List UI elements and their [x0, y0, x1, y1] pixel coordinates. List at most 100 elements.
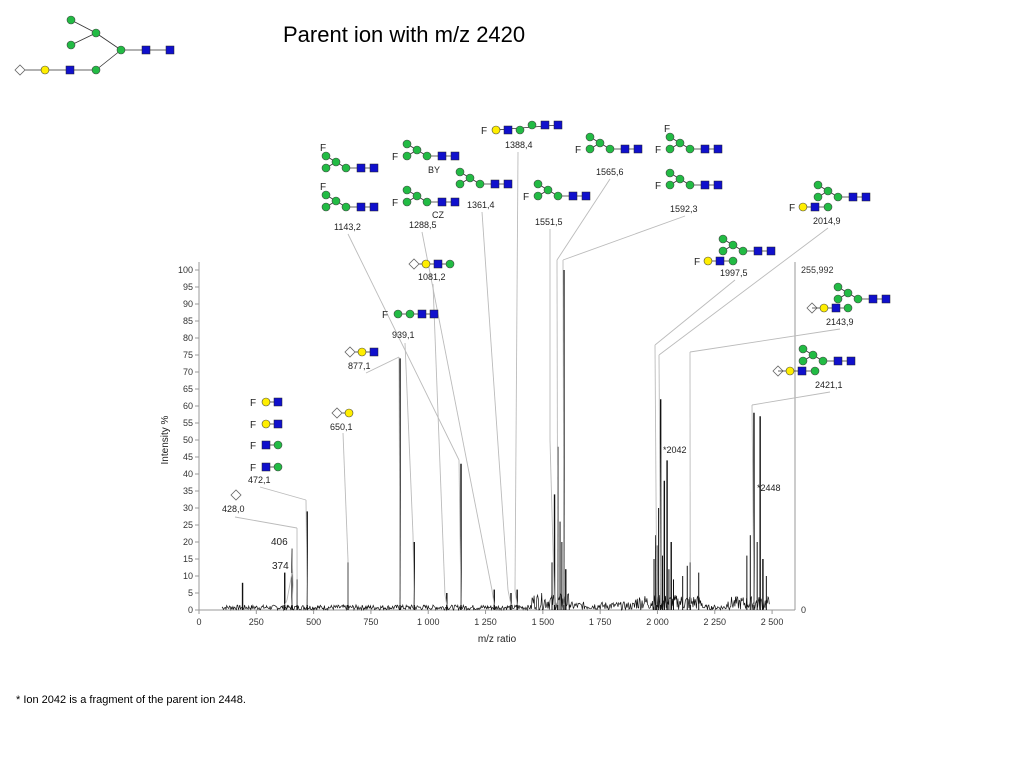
glcnac-icon [810, 202, 820, 212]
glcnac-icon [766, 246, 776, 256]
peak-label-2042: *2042 [663, 445, 687, 455]
sialic-acid-icon [344, 346, 356, 358]
peak-label-2014: 2014,9 [813, 216, 841, 226]
y-tick-label: 100 [178, 265, 193, 275]
peak-label-1361: 1361,4 [467, 200, 495, 210]
mannose-icon [66, 15, 76, 25]
mannose-icon [273, 440, 283, 450]
leader-line-877 [365, 356, 400, 374]
fragment-label-by: BY [428, 165, 440, 175]
glycan-bond [70, 19, 97, 34]
y-tick-label: 55 [183, 418, 193, 428]
glcnac-icon [450, 197, 460, 207]
glycan-cartoon: F [392, 139, 460, 163]
glcnac-icon [753, 246, 763, 256]
mannose-icon [341, 202, 351, 212]
fragment-label-cz: CZ [432, 210, 444, 220]
mannose-icon [853, 294, 863, 304]
galactose-icon [819, 303, 829, 313]
mannose-icon [321, 202, 331, 212]
glycan-cartoon [344, 346, 379, 358]
glcnac-icon [273, 419, 283, 429]
fucose-icon: F [392, 198, 398, 209]
mannose-icon [823, 186, 833, 196]
galactose-icon [261, 397, 271, 407]
y-tick-label: 85 [183, 316, 193, 326]
glycan-cartoon [455, 167, 513, 189]
leader-drop-1551 [549, 439, 555, 606]
peak-label-1551: 1551,5 [535, 217, 563, 227]
peak-label-1143: 1143,2 [334, 222, 361, 232]
y-tick-label: 50 [183, 435, 193, 445]
glcnac-icon [861, 192, 871, 202]
mannose-icon [808, 350, 818, 360]
leader-drop-2421 [751, 404, 755, 606]
mannose-icon [665, 144, 675, 154]
glycan-cartoon: F [320, 143, 379, 173]
glcnac-icon [369, 347, 379, 357]
peak-label-2143: 2143,9 [826, 317, 854, 327]
galactose-icon [40, 65, 50, 75]
mannose-icon [405, 309, 415, 319]
galactose-icon [785, 366, 795, 376]
glycan-cartoon [718, 234, 776, 256]
mannose-icon [331, 196, 341, 206]
y-tick-label: 75 [183, 350, 193, 360]
leader-drop-1143 [458, 459, 462, 606]
mannose-icon [527, 120, 537, 130]
mannose-icon [798, 344, 808, 354]
sialic-acid-icon [230, 489, 242, 501]
glycan-cartoon: F [250, 462, 283, 474]
galactose-icon [798, 202, 808, 212]
x-tick-label: 0 [196, 617, 201, 627]
y-tick-label: 15 [183, 554, 193, 564]
mannose-icon [833, 294, 843, 304]
y-tick-label: 45 [183, 452, 193, 462]
fucose-icon: F [664, 124, 670, 135]
sialic-acid-icon [408, 258, 420, 270]
peak-label-2448: *2448 [757, 483, 781, 493]
fucose-icon: F [789, 203, 795, 214]
fucose-icon: F [250, 398, 256, 409]
mannose-icon [728, 240, 738, 250]
mannose-icon [321, 151, 331, 161]
mannose-icon [455, 167, 465, 177]
galactose-icon [344, 408, 354, 418]
leader-line-2014 [658, 227, 829, 356]
mannose-icon [595, 138, 605, 148]
peak-label-1592: 1592,3 [670, 204, 698, 214]
glycan-cartoon [230, 489, 242, 501]
x-tick-label: 2 500 [761, 617, 784, 627]
leader-line-428 [234, 516, 298, 529]
fucose-icon: F [320, 143, 326, 154]
mannose-icon [675, 174, 685, 184]
mannose-icon [585, 144, 595, 154]
y-tick-label: 70 [183, 367, 193, 377]
mannose-icon [585, 132, 595, 142]
glcnac-icon [868, 294, 878, 304]
leader-line-374 [286, 572, 293, 601]
glycan-cartoon [331, 407, 354, 419]
x-axis-label: m/z ratio [478, 634, 517, 645]
peak-label-1388: 1388,4 [505, 140, 533, 150]
mannose-icon [818, 356, 828, 366]
mannose-icon [665, 168, 675, 178]
glcnac-icon [881, 294, 891, 304]
leader-line-472 [259, 486, 307, 501]
mannose-icon [728, 256, 738, 266]
glcnac-icon [633, 144, 643, 154]
fucose-icon: F [655, 145, 661, 156]
y-tick-label: 80 [183, 333, 193, 343]
glycan-bond [70, 32, 97, 46]
mannose-icon [605, 144, 615, 154]
galactose-icon [491, 125, 501, 135]
mannose-icon [533, 191, 543, 201]
leader-drop-1081 [444, 594, 448, 606]
peak-label-406: 406 [271, 537, 288, 548]
glcnac-icon [369, 202, 379, 212]
x-tick-label: 500 [306, 617, 321, 627]
fucose-icon: F [250, 420, 256, 431]
right-axis-top-label: 255,992 [801, 265, 834, 275]
y-tick-label: 90 [183, 299, 193, 309]
